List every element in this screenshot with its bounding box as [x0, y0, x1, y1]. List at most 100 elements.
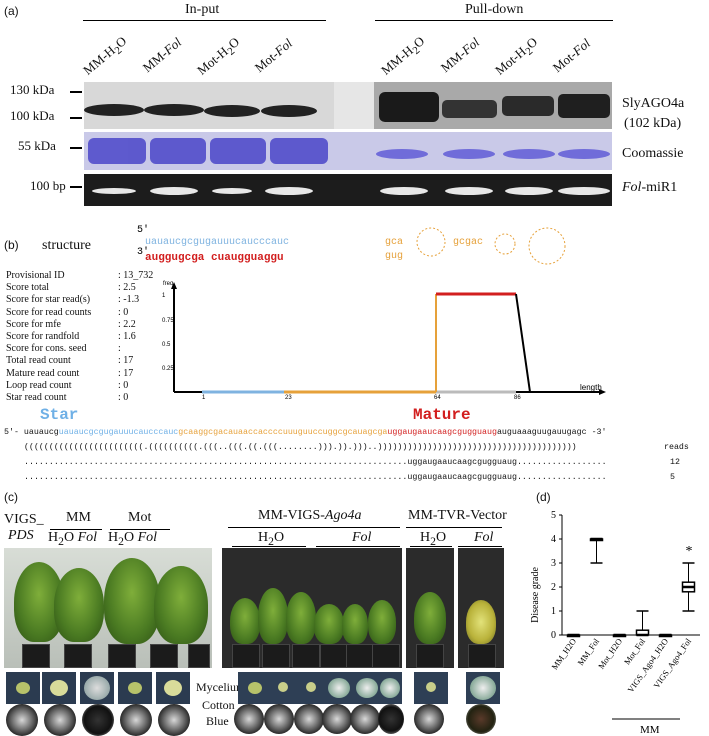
mycelium-plate: [42, 672, 76, 704]
h2o-fol-label: H2O Fol: [108, 530, 158, 548]
read-count: 5: [670, 473, 675, 482]
fol-label: Fol: [352, 530, 372, 545]
svg-text:gca: gca: [385, 237, 403, 248]
structure-label: structure: [42, 238, 91, 253]
stats-row: Score for mfe: 2.2: [6, 318, 136, 330]
lane-label: MM-Fol: [437, 34, 483, 76]
pds-label: PDS: [8, 528, 34, 543]
panel-a-label: (a): [4, 4, 19, 18]
stats-row: Provisional ID: 13_732: [6, 270, 154, 281]
mature-label: Mature: [413, 406, 471, 424]
svg-text:86: 86: [514, 395, 521, 400]
lane-label: Mot-H2O: [194, 34, 243, 78]
cotton-blue-section: [264, 704, 294, 734]
category-label: MM_H2O: [549, 636, 578, 671]
read-frequency-plot: freq. 1 0.75 0.5 0.25 1 23 64 86 length: [162, 281, 606, 400]
cotton-blue-section: [6, 704, 38, 736]
cotton-blue-section: [466, 704, 496, 734]
box-MM_H2O: [566, 633, 581, 638]
plant-photo-ago4a: [222, 548, 402, 668]
bracket: [232, 546, 306, 547]
hairpin-structure: 5' 3' uauaucgcgugauuucaucccauc auggugcga…: [137, 224, 566, 265]
mycelium-plate: [378, 672, 402, 704]
mot-label: Mot: [128, 510, 152, 525]
svg-text:1: 1: [162, 293, 166, 299]
mycelium-plate: [156, 672, 190, 704]
box-MM_Fol: [589, 537, 604, 564]
disease-grade-boxplot: Disease grade 012345MM_H2OMM_FolMot_H2OM…: [530, 510, 700, 736]
plant-photo-tvr-h2o: [406, 548, 454, 668]
stats-row: Mature read count: 17: [6, 367, 134, 379]
lane-label: Mot-Fol: [549, 35, 594, 76]
y-tick-label: 5: [551, 510, 556, 521]
plant-photo-tvr-fol: [458, 548, 504, 668]
ago-size: (102 kDa): [624, 116, 682, 131]
stats-row: Score total: 2.5: [6, 282, 136, 294]
svg-text:5': 5': [137, 224, 149, 236]
marker-100: 100 kDa: [10, 108, 55, 123]
star-label: Star: [40, 406, 79, 424]
reads-header: reads: [664, 443, 689, 452]
bracket: [50, 529, 102, 530]
western-blot: [84, 82, 612, 129]
box-VIGS_Ago4_H2O: [658, 633, 673, 638]
bracket: [410, 546, 452, 547]
panel-d-label: (d): [536, 490, 551, 504]
cotton-blue-section: [414, 704, 444, 734]
marker-tick: [70, 91, 82, 93]
svg-text:freq.: freq.: [163, 281, 175, 287]
h2o-fol-label: H2O Fol: [48, 530, 98, 548]
mm-label: MM: [66, 510, 91, 525]
mycelium-plate: [414, 672, 448, 704]
coomassie-label: Coomassie: [622, 146, 684, 161]
input-header: In-put: [185, 2, 220, 17]
panel-c-label: (c): [4, 490, 18, 504]
lane-label: MM-H2O: [80, 33, 130, 78]
stats-table: Provisional ID: 13_732 Score total: 2.5 …: [6, 270, 153, 404]
cotton-blue-section: [234, 704, 264, 734]
blue-label: Blue: [206, 714, 229, 728]
bracket: [458, 546, 502, 547]
read-count: 12: [670, 458, 680, 467]
cotton-blue-section: [44, 704, 76, 736]
cotton-blue-section: [158, 704, 190, 736]
svg-text:0.75: 0.75: [162, 318, 174, 324]
cotton-blue-section: [378, 704, 404, 734]
cotton-blue-section: [82, 704, 114, 736]
ago-label: SlyAGO4a: [622, 96, 685, 111]
cotton-blue-section: [120, 704, 152, 736]
marker-tick: [70, 186, 82, 188]
plant-photo-wt: [4, 548, 212, 668]
svg-text:auggugcga cuaugguaggu: auggugcga cuaugguaggu: [145, 252, 284, 264]
marker-tick: [70, 117, 82, 119]
svg-text:3': 3': [137, 246, 149, 258]
mirna-gel: [84, 174, 612, 206]
svg-text:MM: MM: [640, 724, 660, 736]
svg-text:64: 64: [434, 395, 441, 400]
bracket: [110, 529, 170, 530]
marker-tick: [70, 147, 82, 149]
marker-130: 130 kDa: [10, 82, 55, 97]
lane-label: Mot-Fol: [251, 35, 296, 76]
input-bracket: [83, 20, 326, 21]
marker-55: 55 kDa: [18, 138, 56, 153]
fol-label: Fol: [474, 530, 494, 545]
cotton-blue-section: [350, 704, 380, 734]
dot-bracket: ((((((((((((((((((((((((.((((((((((.(((.…: [24, 443, 577, 452]
box-Mot_Fol: [635, 610, 650, 637]
cotton-blue-section: [294, 704, 324, 734]
stats-row: Score for cons. seed:: [6, 343, 121, 355]
svg-text:gcgac: gcgac: [453, 237, 483, 248]
svg-text:length: length: [580, 383, 602, 392]
mycelium-plate: [6, 672, 40, 704]
cotton-label: Cotton: [202, 698, 235, 712]
lane-label: MM-Fol: [139, 34, 185, 76]
bracket: [316, 546, 400, 547]
coomassie-gel: [84, 132, 612, 170]
y-axis-label: Disease grade: [530, 567, 541, 623]
precursor-sequence: 5'- uauaucguauaucgcgugauuucaucccaucgcaag…: [4, 428, 607, 437]
mycelium-plate: [118, 672, 152, 704]
vigs-label: VIGS_: [4, 512, 44, 527]
svg-text:23: 23: [285, 395, 292, 400]
stats-row: Score for randfold: 1.6: [6, 331, 136, 343]
